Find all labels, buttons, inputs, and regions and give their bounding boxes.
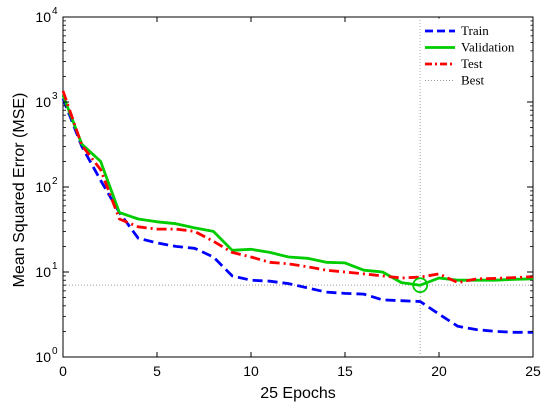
y-tick-label-exponent: 1 bbox=[52, 261, 58, 272]
x-tick-label: 20 bbox=[431, 363, 447, 379]
y-tick-label: 10 bbox=[35, 94, 51, 110]
y-tick-label: 10 bbox=[35, 264, 51, 280]
y-tick-label-exponent: 0 bbox=[52, 346, 58, 357]
y-axis-title: Mean Squared Error (MSE) bbox=[11, 93, 28, 288]
best-point-marker bbox=[412, 277, 429, 294]
y-tick-label: 10 bbox=[35, 349, 51, 365]
y-tick-label-exponent: 2 bbox=[52, 176, 58, 187]
x-tick-label: 15 bbox=[337, 363, 353, 379]
x-tick-label: 25 bbox=[525, 363, 541, 379]
x-tick-label: 10 bbox=[243, 363, 259, 379]
series-line-test bbox=[61, 90, 534, 285]
x-tick-label: 0 bbox=[59, 363, 67, 379]
y-tick-label-exponent: 3 bbox=[52, 91, 58, 102]
series-line-train bbox=[61, 97, 533, 334]
legend-label-validation: Validation bbox=[461, 40, 515, 55]
y-tick-label: 10 bbox=[35, 179, 51, 195]
y-tick-label-exponent: 4 bbox=[52, 6, 58, 17]
legend-label-best: Best bbox=[461, 73, 485, 88]
best-marker-layer bbox=[412, 277, 429, 294]
series-layer bbox=[61, 90, 534, 334]
x-tick-label: 5 bbox=[153, 363, 161, 379]
x-axis-title: 25 Epochs bbox=[260, 385, 336, 402]
y-tick-label: 10 bbox=[35, 9, 51, 25]
legend-label-test: Test bbox=[461, 56, 483, 71]
legend-label-train: Train bbox=[461, 23, 489, 38]
